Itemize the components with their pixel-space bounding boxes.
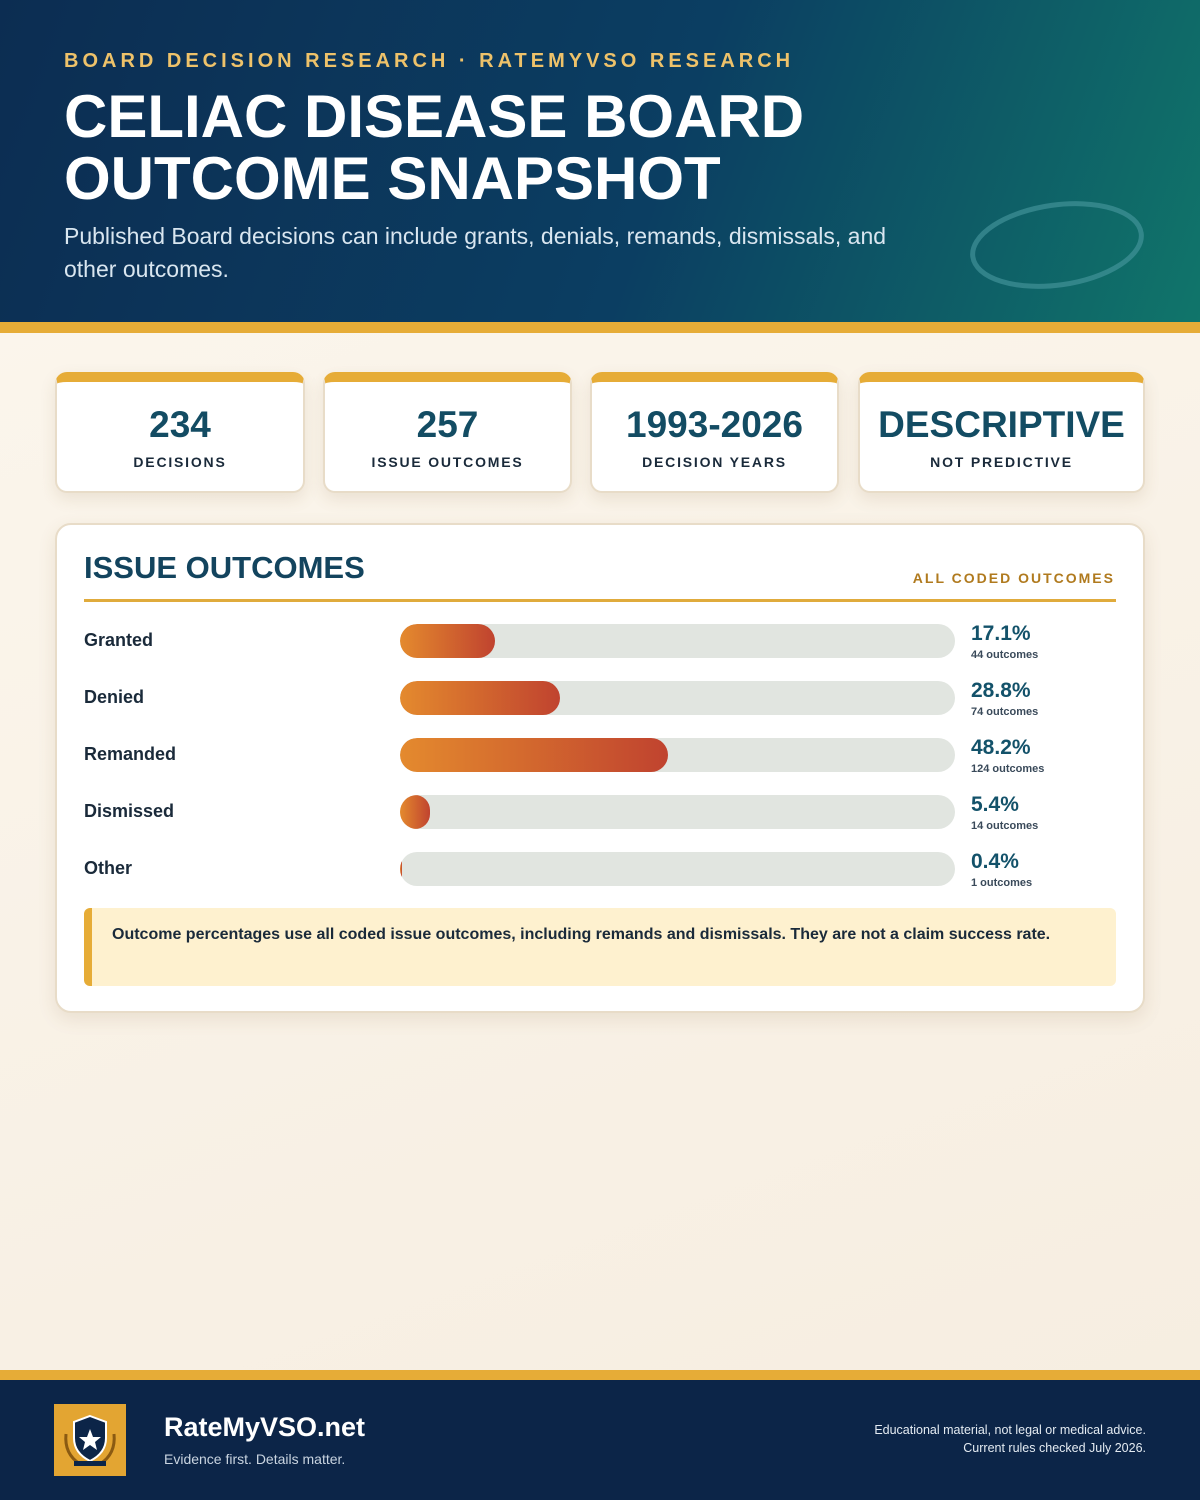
header <box>0 0 1200 322</box>
value-label: 48.2% <box>971 736 1031 759</box>
stat-card: 234 DECISIONS <box>55 372 305 493</box>
value-note: 44 outcomes <box>971 649 1039 661</box>
stripe <box>0 322 1200 333</box>
note: Outcome percentages use all coded issue … <box>84 908 1116 986</box>
value-note: 74 outcomes <box>971 706 1039 718</box>
tagline: Evidence first. Details matter. <box>164 1451 346 1467</box>
chart-subtitle: ALL CODED OUTCOMES <box>912 570 1115 586</box>
stat-label: NOT PREDICTIVE <box>930 454 1073 470</box>
bar-track <box>400 795 955 829</box>
value-label: 5.4% <box>971 793 1019 816</box>
stat-label: DECISIONS <box>133 454 227 470</box>
subtitle: Published Board decisions can include gr… <box>64 223 887 282</box>
stat-value: DESCRIPTIVE <box>878 404 1125 445</box>
category-label: Remanded <box>84 744 177 764</box>
disclaimer: Educational material, not legal or medic… <box>874 1423 1146 1437</box>
category-label: Granted <box>84 630 154 650</box>
bar <box>400 738 668 772</box>
bar-track <box>400 738 955 772</box>
logo <box>54 1404 126 1476</box>
title: OUTCOME SNAPSHOT <box>64 145 721 212</box>
stat-card: 1993-2026 DECISION YEARS <box>590 372 839 493</box>
rule <box>84 599 1116 602</box>
stripe <box>0 1370 1200 1380</box>
disclaimer: Current rules checked July 2026. <box>963 1441 1146 1455</box>
kicker: BOARD DECISION RESEARCH · RATEMYVSO RESE… <box>64 50 795 72</box>
stat-label: ISSUE OUTCOMES <box>371 454 524 470</box>
value-note: 1 outcomes <box>971 877 1033 889</box>
stat-card: DESCRIPTIVE NOT PREDICTIVE <box>858 372 1145 493</box>
decor-ring <box>970 201 1144 289</box>
value-label: 17.1% <box>971 622 1031 645</box>
category-label: Denied <box>84 687 145 707</box>
stat-card: 257 ISSUE OUTCOMES <box>323 372 572 493</box>
stat-value: 1993-2026 <box>626 404 803 445</box>
bar <box>400 795 430 829</box>
brand: RateMyVSO.net <box>164 1412 366 1442</box>
category-label: Dismissed <box>84 801 175 821</box>
stat-value: 257 <box>416 404 479 445</box>
stat-value: 234 <box>149 404 211 445</box>
title: CELIAC DISEASE BOARD <box>64 83 805 150</box>
value-label: 0.4% <box>971 850 1019 873</box>
bar <box>400 624 495 658</box>
bar-track <box>400 624 955 658</box>
footer <box>0 1380 1200 1500</box>
bar <box>400 852 403 886</box>
stat-label: DECISION YEARS <box>642 454 787 470</box>
category-label: Other <box>84 858 133 878</box>
bar-track <box>400 681 955 715</box>
bar <box>400 681 560 715</box>
value-note: 14 outcomes <box>971 820 1039 832</box>
chart-title: ISSUE OUTCOMES <box>84 550 365 585</box>
bar-track <box>400 852 955 886</box>
value-label: 28.8% <box>971 679 1031 702</box>
value-note: 124 outcomes <box>971 763 1045 775</box>
